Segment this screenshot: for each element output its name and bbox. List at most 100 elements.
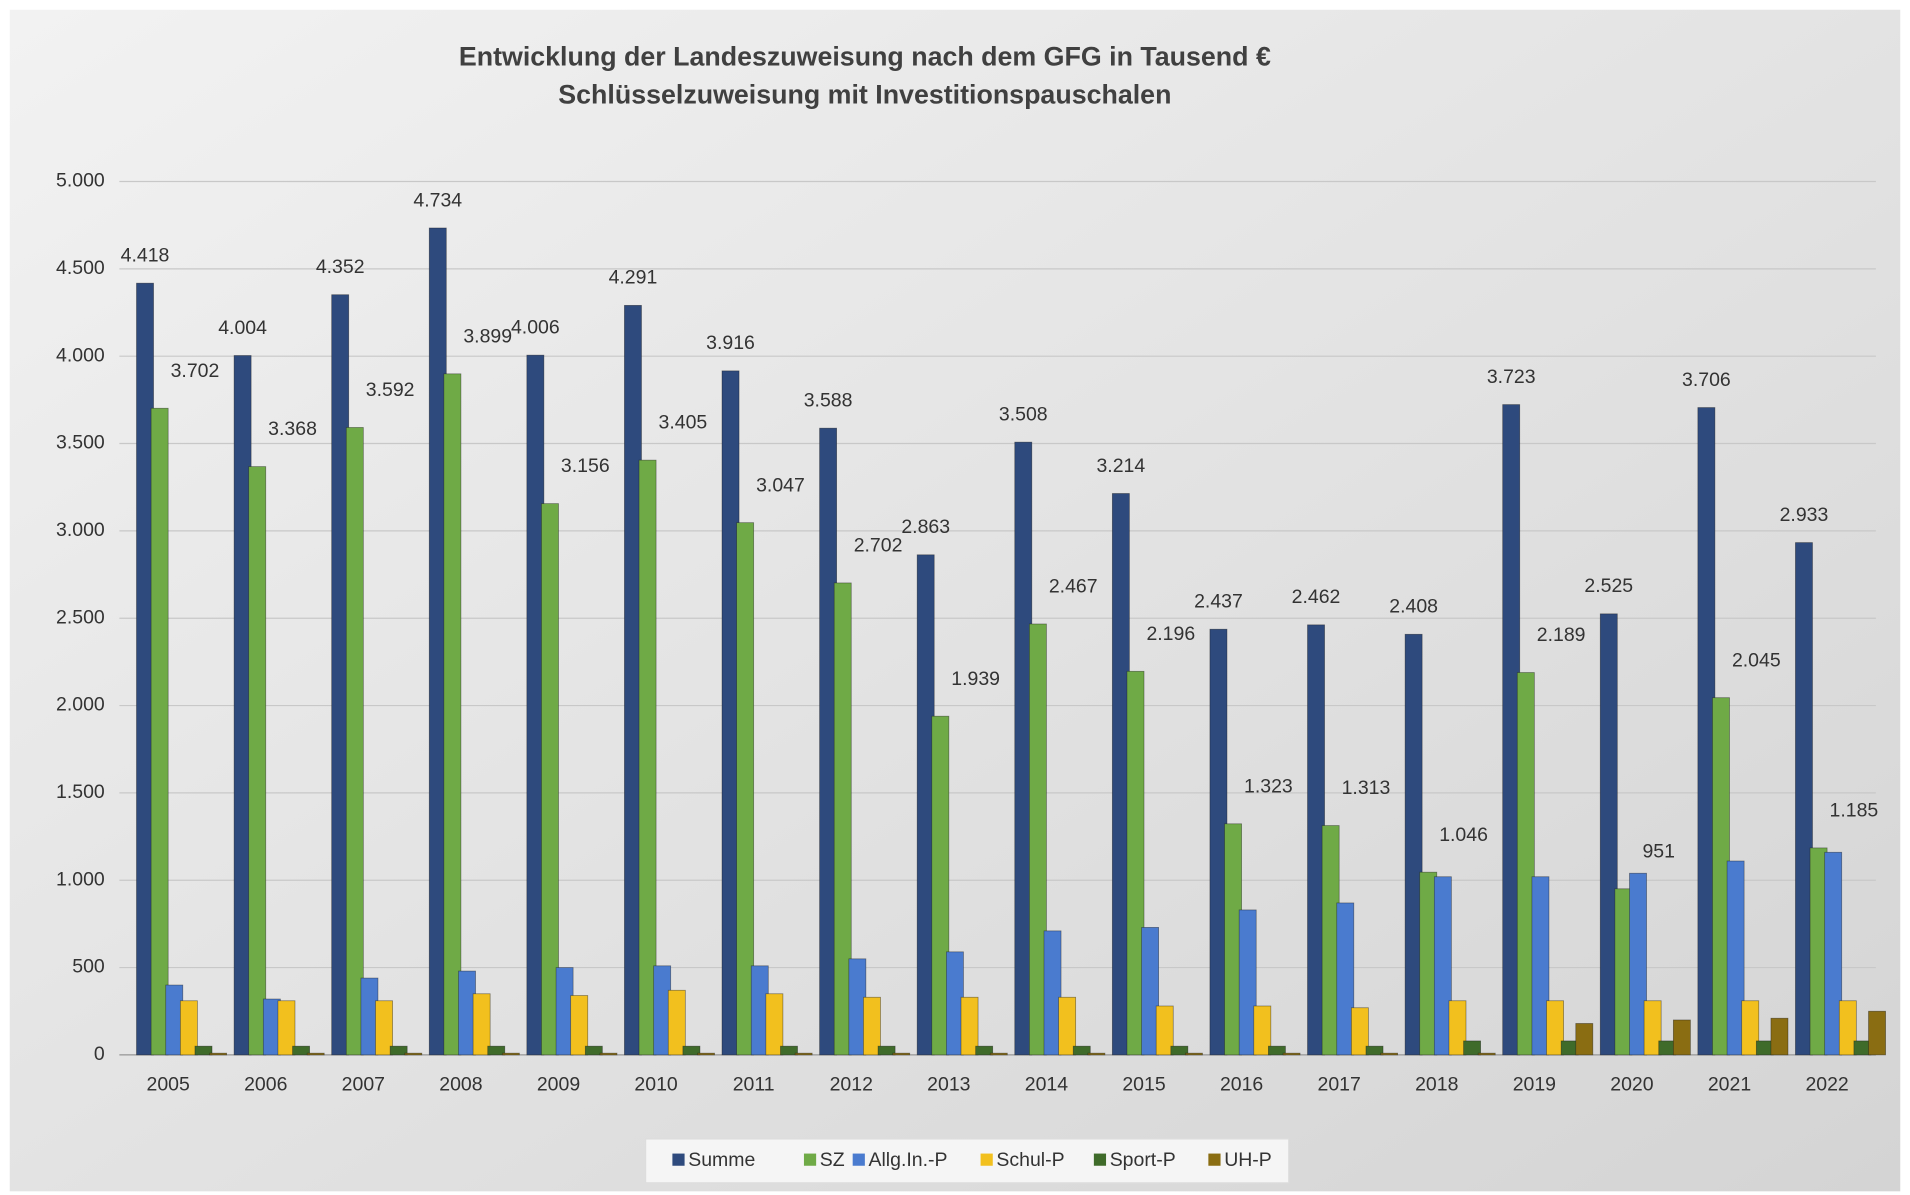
y-tick-label: 0 [94,1043,105,1065]
bar [736,522,755,1056]
bar [1463,1040,1481,1056]
bar [570,995,589,1056]
bar [1058,996,1077,1056]
bar [487,1045,506,1056]
data-label: 3.405 [659,412,708,434]
bar [1141,927,1159,1056]
x-tick-label: 2021 [1708,1073,1751,1095]
bar [1824,851,1843,1056]
bar [209,1052,228,1056]
bar [306,1052,325,1056]
data-label: 2.525 [1584,575,1633,597]
bar [404,1052,423,1056]
bar [389,1045,408,1056]
bar [1043,930,1062,1056]
data-label: 2.045 [1732,649,1781,671]
bar [1599,613,1618,1056]
bar [975,1045,994,1056]
bar [277,1000,296,1056]
legend-label: Summe [688,1149,755,1171]
bar [892,1052,911,1056]
y-tick-label: 4.000 [56,344,105,366]
x-tick-label: 2008 [439,1073,482,1095]
bar [150,407,169,1056]
y-tick-label: 500 [72,956,105,978]
data-label: 3.916 [706,332,755,354]
legend-swatch [1093,1153,1107,1166]
bar [1629,872,1647,1056]
x-tick-label: 2015 [1122,1073,1165,1095]
chart-subtitle: Schlüsselzuweisung mit Investitionspausc… [558,79,1171,109]
y-tick-label: 4.500 [56,257,105,279]
x-tick-label: 2020 [1610,1073,1653,1095]
data-label: 2.196 [1146,623,1195,645]
y-tick-label: 1.000 [56,868,105,890]
data-label: 3.899 [463,325,512,347]
bar [1336,902,1355,1056]
bar [501,1052,520,1056]
legend [644,1138,1290,1184]
bar [292,1045,310,1056]
bar [794,1052,813,1056]
legend-label: Schul-P [996,1149,1064,1171]
data-label: 1.313 [1342,777,1391,799]
x-tick-label: 2011 [733,1073,775,1095]
legend-swatch [672,1153,685,1166]
data-label: 3.706 [1682,369,1731,391]
bar [1448,1000,1467,1056]
bar [1365,1045,1384,1056]
data-label: 2.462 [1292,586,1341,608]
bar [1185,1052,1203,1056]
bar [1126,670,1145,1056]
bar [1643,1000,1662,1056]
bar [1350,1007,1369,1056]
bar [1268,1045,1286,1056]
bar [833,582,852,1056]
bar [194,1045,213,1056]
data-label: 4.291 [609,267,658,289]
bar [989,1052,1008,1056]
legend-label: SZ [820,1149,845,1171]
bar [1433,876,1452,1056]
data-label: 4.352 [316,256,365,278]
bar [1029,623,1047,1056]
data-label: 2.863 [901,516,950,538]
legend-label: Sport-P [1110,1149,1176,1171]
bar [1575,1023,1594,1056]
legend-swatch [852,1153,865,1166]
data-label: 3.592 [366,379,415,401]
bar [584,1045,603,1056]
data-label: 3.214 [1096,455,1145,477]
x-tick-label: 2010 [634,1073,677,1095]
x-tick-label: 2017 [1318,1073,1361,1095]
x-tick-label: 2009 [537,1073,580,1095]
bar [1253,1005,1272,1056]
bar [877,1045,896,1056]
x-tick-label: 2013 [927,1073,970,1095]
data-label: 3.702 [171,360,220,382]
bar [345,427,364,1056]
x-tick-label: 2005 [147,1073,190,1095]
legend-label: Allg.In.-P [869,1149,948,1171]
y-tick-label: 3.500 [56,432,105,454]
data-label: 2.467 [1049,576,1098,598]
bar [472,993,491,1056]
bar [1072,1045,1091,1056]
legend-swatch [803,1153,817,1166]
legend-swatch [980,1153,993,1166]
bar [1726,860,1745,1056]
data-label: 2.189 [1537,624,1586,646]
bar [697,1052,715,1056]
bar [638,459,657,1056]
bar [1546,1000,1564,1056]
bar [1531,876,1550,1056]
chart-title: Entwicklung der Landeszuweisung nach dem… [459,42,1271,72]
data-label: 3.588 [804,390,853,412]
bar [443,373,462,1056]
data-label: 4.006 [511,316,560,338]
bar [541,503,559,1056]
bar [248,466,267,1056]
bar [1155,1005,1174,1056]
data-label: 2.408 [1389,596,1438,618]
